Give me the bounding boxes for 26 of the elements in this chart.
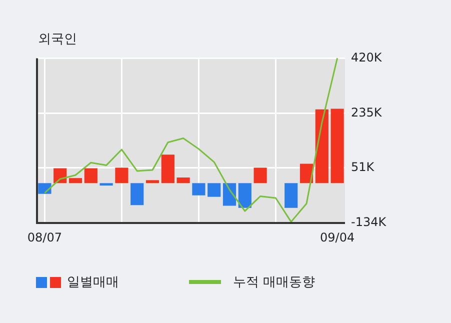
bar (315, 109, 328, 184)
bar (254, 168, 267, 184)
bar (161, 154, 174, 184)
bar (68, 178, 82, 184)
y-tick-label: 51K (351, 160, 376, 174)
bar (176, 177, 190, 184)
x-tick-label: 09/04 (320, 230, 355, 244)
legend-label: 일별매매 (67, 274, 119, 291)
bar (330, 108, 344, 184)
bar (84, 168, 98, 184)
bar (38, 183, 52, 194)
bar (130, 183, 144, 206)
bar (300, 164, 314, 184)
bar (146, 180, 160, 184)
bar (284, 183, 298, 208)
chart-title: 외국인 (38, 31, 77, 48)
bar (238, 183, 252, 208)
bar (115, 168, 128, 184)
y-tick-label: 235K (351, 105, 383, 120)
bar (192, 183, 206, 196)
bar (208, 183, 221, 197)
bar (100, 183, 113, 186)
legend-label: 누적 매매동향 (233, 274, 316, 291)
y-tick-label: 420K (351, 50, 383, 64)
x-tick-label: 08/07 (27, 230, 62, 244)
y-tick-label: -134K (351, 215, 388, 230)
